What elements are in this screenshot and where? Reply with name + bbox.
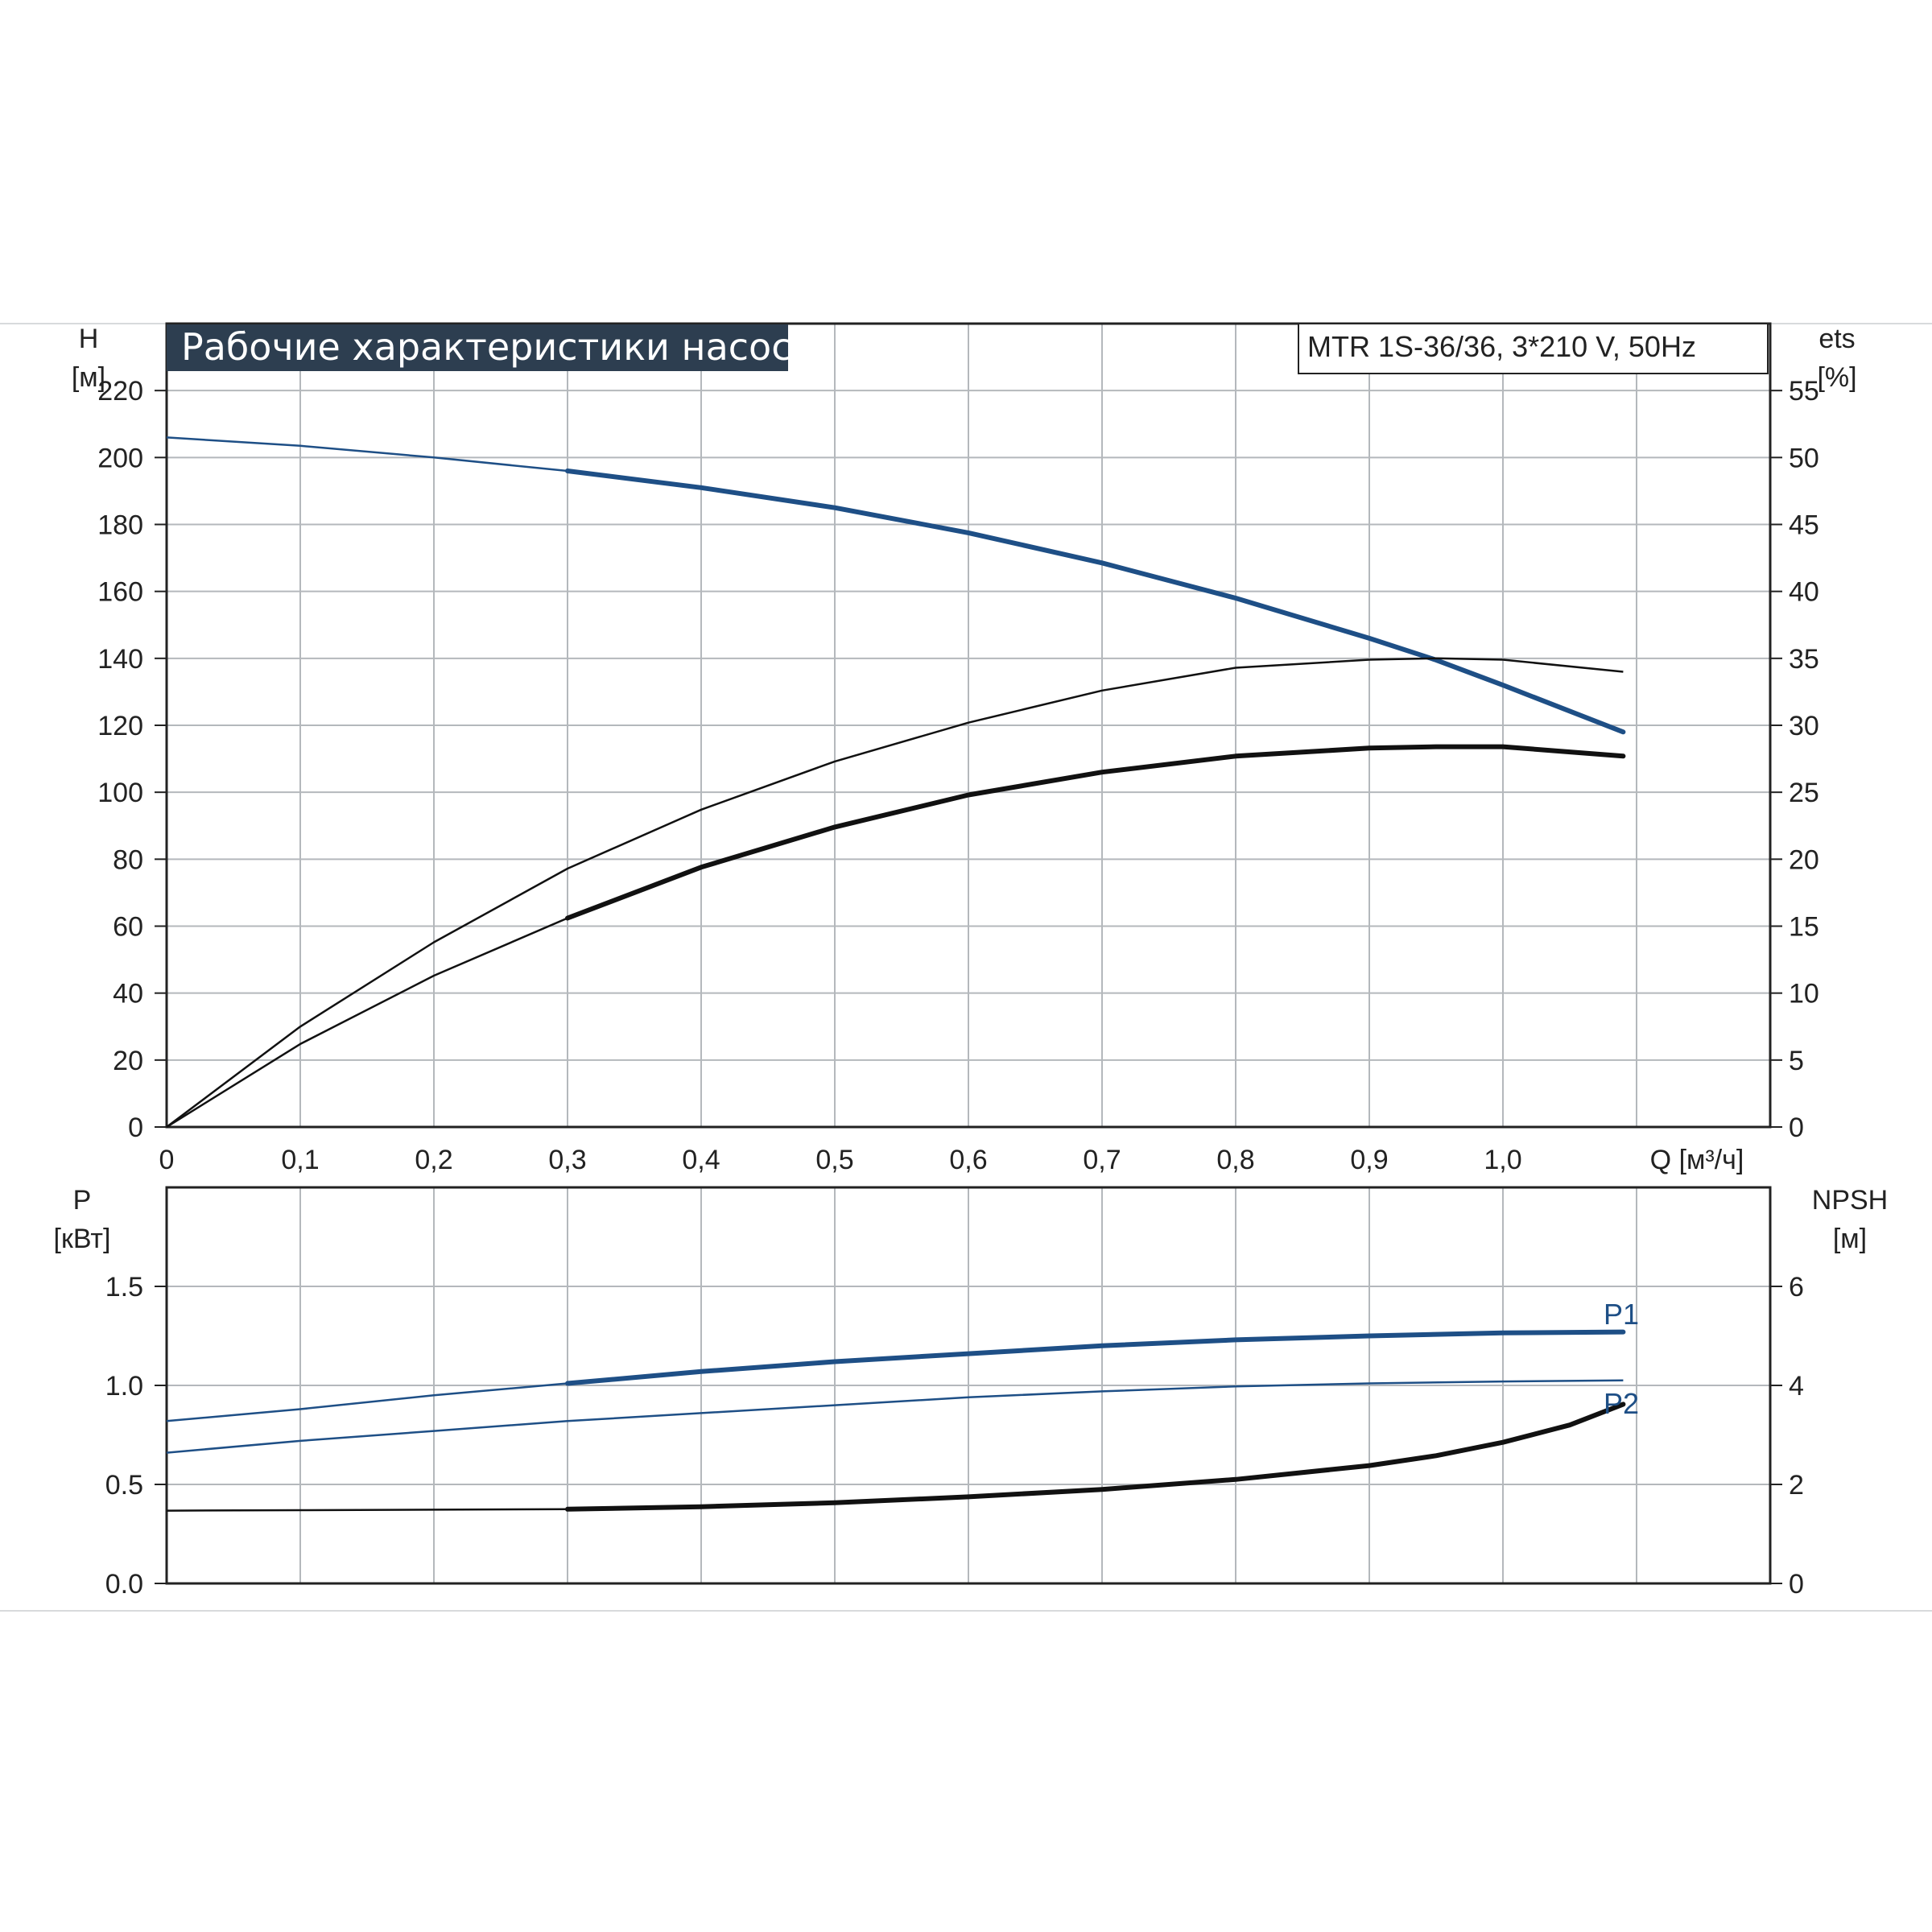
series-line	[166, 1331, 1624, 1422]
y-left-unit-p: [кВт]	[54, 1224, 111, 1254]
y-right-tick-label: 45	[1789, 510, 1819, 541]
y-right-tick-label: 20	[1789, 844, 1819, 875]
model-label: MTR 1S-36/36, 3*210 V, 50Hz	[1307, 330, 1696, 363]
y-right-unit-npsh: [м]	[1833, 1224, 1867, 1254]
y-left-tick-label: 0	[128, 1113, 143, 1143]
x-tick-label: 0,1	[281, 1145, 319, 1175]
x-tick-label: 0,3	[548, 1145, 586, 1175]
y-right-unit-eta: [%]	[1817, 362, 1856, 393]
x-tick-label: 1,0	[1484, 1145, 1521, 1175]
x-tick-label: 0,5	[815, 1145, 853, 1175]
model-box	[1298, 323, 1769, 374]
series-line-operating-range	[565, 469, 1626, 735]
x-tick-label: 0,2	[415, 1145, 452, 1175]
x-tick-label: 0,8	[1216, 1145, 1254, 1175]
y-right-tick-label: 25	[1789, 778, 1819, 808]
y-right-tick-label: 6	[1789, 1272, 1804, 1302]
y-left-tick-label: 20	[113, 1046, 143, 1076]
series-line	[166, 1379, 1624, 1454]
y-left-tick-label: 120	[97, 711, 143, 741]
y-right-tick-label: 40	[1789, 577, 1819, 608]
power-npsh-curves	[166, 1329, 1626, 1512]
y-left-tick-label: 40	[113, 979, 143, 1009]
y-left-label-p: P	[73, 1185, 92, 1216]
y-right-tick-label: 0	[1789, 1113, 1804, 1143]
series-line-operating-range	[565, 1402, 1626, 1512]
head-efficiency-grid	[167, 323, 1770, 1127]
y-right-label-eta: ets	[1818, 324, 1855, 354]
head-efficiency-curves	[166, 436, 1626, 1129]
y-left-tick-label: 0.5	[105, 1470, 143, 1501]
series-label-p1: P1	[1604, 1298, 1639, 1331]
x-tick-label: 0,9	[1350, 1145, 1388, 1175]
y-left-tick-label: 80	[113, 844, 143, 875]
y-right-tick-label: 55	[1789, 376, 1819, 407]
series-line	[166, 436, 1624, 733]
title-box	[167, 324, 788, 371]
y-left-tick-label: 0.0	[105, 1569, 143, 1600]
series-line-operating-range	[565, 1329, 1626, 1386]
y-left-tick-label: 140	[97, 644, 143, 675]
series-line	[166, 745, 1624, 1129]
y-right-tick-label: 5	[1789, 1046, 1804, 1076]
y-right-tick-label: 4	[1789, 1371, 1804, 1402]
y-left-tick-label: 220	[97, 376, 143, 407]
y-left-tick-label: 180	[97, 510, 143, 541]
y-right-label-npsh: NPSH	[1812, 1185, 1888, 1216]
y-left-label-h: H	[79, 324, 99, 354]
power-npsh-grid	[167, 1187, 1770, 1583]
y-left-tick-label: 60	[113, 912, 143, 943]
y-right-tick-label: 30	[1789, 711, 1819, 741]
y-right-tick-label: 35	[1789, 644, 1819, 675]
y-left-unit-h: [м]	[72, 362, 105, 393]
x-tick-label: 0,7	[1083, 1145, 1121, 1175]
x-tick-label: 0,6	[949, 1145, 987, 1175]
y-left-tick-label: 1.0	[105, 1371, 143, 1402]
y-left-tick-label: 1.5	[105, 1272, 143, 1302]
series-line	[166, 1403, 1624, 1512]
y-right-tick-label: 10	[1789, 979, 1819, 1009]
y-right-tick-label: 0	[1789, 1569, 1804, 1600]
power-npsh-axes: 0.0 0.5 1.0 1.5 0 2 4 6	[105, 1272, 1804, 1600]
y-left-tick-label: 160	[97, 577, 143, 608]
series-line-operating-range	[565, 744, 1626, 921]
y-right-tick-label: 2	[1789, 1470, 1804, 1501]
series-label-p2: P2	[1604, 1387, 1639, 1420]
y-right-tick-label: 50	[1789, 443, 1819, 473]
head-efficiency-axes: 0 20 40 60 80 100 120 140 160 180 200 220 0 5 10 15 20 25…	[97, 376, 1819, 1175]
chart-title: Рабочие характеристики насоса	[181, 325, 815, 369]
x-tick-label: 0,4	[682, 1145, 720, 1175]
series-line	[166, 657, 1624, 1128]
y-left-tick-label: 100	[97, 778, 143, 808]
x-axis-label: Q [м³/ч]	[1650, 1145, 1744, 1175]
y-right-tick-label: 15	[1789, 912, 1819, 943]
x-tick-label: 0	[159, 1145, 175, 1175]
y-left-tick-label: 200	[97, 443, 143, 473]
